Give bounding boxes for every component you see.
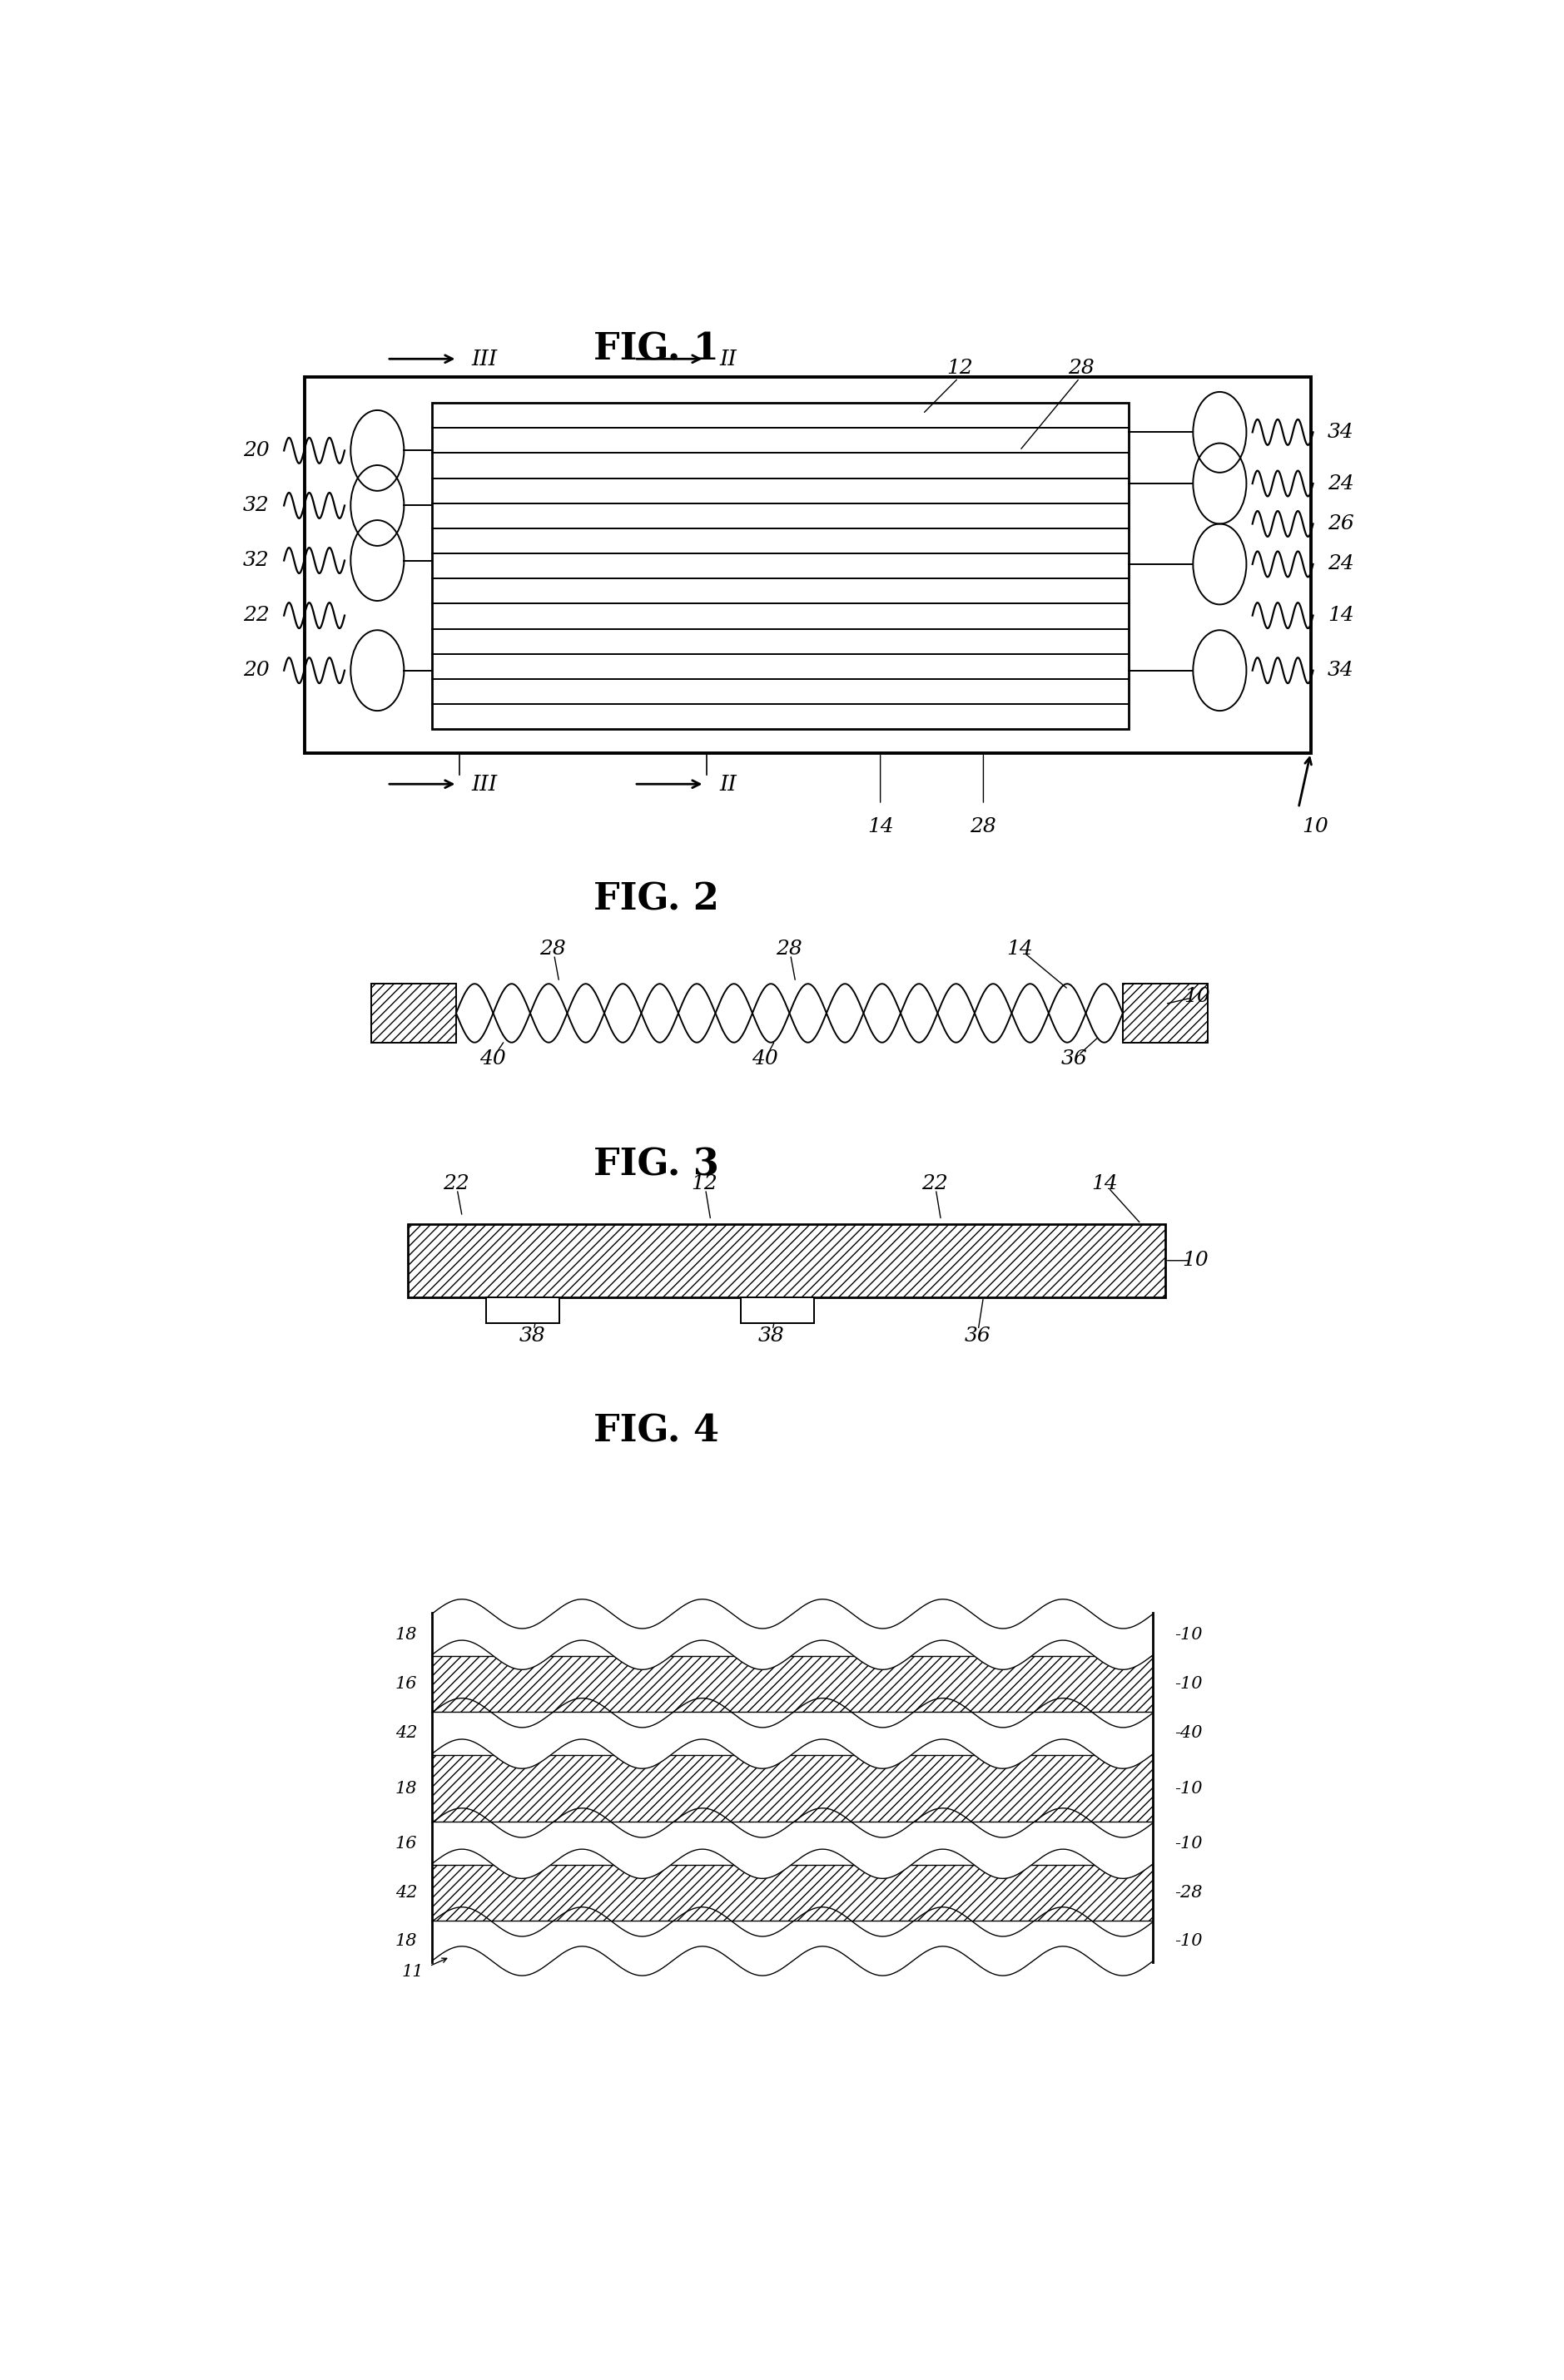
Text: -10: -10: [1175, 1676, 1203, 1692]
Text: 16: 16: [396, 1676, 418, 1692]
Bar: [1123, 983, 1207, 1042]
Polygon shape: [432, 1906, 1153, 1975]
Text: II: II: [719, 347, 737, 369]
Text: 18: 18: [396, 1933, 418, 1949]
Text: 11: 11: [402, 1964, 424, 1980]
Text: -10: -10: [1175, 1835, 1203, 1852]
Text: 32: 32: [242, 495, 269, 514]
Text: 38: 38: [519, 1326, 546, 1345]
Text: 20: 20: [242, 440, 269, 459]
Text: 12: 12: [946, 359, 973, 378]
Text: FIG. 3: FIG. 3: [593, 1147, 719, 1183]
Text: 22: 22: [443, 1173, 469, 1192]
Text: 34: 34: [1328, 424, 1354, 443]
Text: FIG. 4: FIG. 4: [593, 1414, 719, 1449]
Text: 40: 40: [752, 1050, 779, 1069]
Text: 10: 10: [1303, 816, 1328, 835]
Text: II: II: [719, 774, 737, 795]
Text: -28: -28: [1175, 1885, 1203, 1902]
Text: 16: 16: [396, 1835, 418, 1852]
Bar: [432, 402, 1129, 728]
Text: 36: 36: [1060, 1050, 1087, 1069]
Text: 14: 14: [1328, 607, 1354, 626]
Text: 14: 14: [1092, 1173, 1118, 1192]
Text: -10: -10: [1175, 1933, 1203, 1949]
Text: 10: 10: [1184, 988, 1211, 1007]
Text: -10: -10: [1175, 1626, 1203, 1642]
Text: -40: -40: [1175, 1726, 1203, 1742]
Text: III: III: [472, 347, 497, 369]
Bar: [305, 376, 1311, 752]
Text: 22: 22: [242, 607, 269, 626]
Text: 20: 20: [242, 662, 269, 681]
Text: 10: 10: [1182, 1252, 1209, 1271]
Text: -10: -10: [1175, 1780, 1203, 1797]
Text: 34: 34: [1328, 662, 1354, 681]
Text: 28: 28: [540, 940, 566, 959]
Text: 42: 42: [396, 1885, 418, 1902]
Text: 24: 24: [1328, 555, 1354, 574]
Text: 32: 32: [242, 550, 269, 571]
Text: 24: 24: [1328, 474, 1354, 493]
Bar: [432, 1756, 1153, 1821]
Text: 42: 42: [396, 1726, 418, 1742]
Text: FIG. 1: FIG. 1: [593, 331, 719, 367]
Text: 28: 28: [970, 816, 996, 835]
Text: 18: 18: [396, 1780, 418, 1797]
Text: 26: 26: [1328, 514, 1354, 533]
Text: 18: 18: [396, 1626, 418, 1642]
Text: 38: 38: [759, 1326, 785, 1345]
Text: 14: 14: [1007, 940, 1032, 959]
Bar: [486, 1297, 560, 1323]
Text: 28: 28: [1068, 359, 1095, 378]
Polygon shape: [432, 1809, 1153, 1878]
Text: 12: 12: [691, 1173, 718, 1192]
Bar: [432, 1656, 1153, 1711]
Polygon shape: [457, 983, 1123, 1042]
Polygon shape: [432, 1599, 1153, 1671]
Text: III: III: [472, 774, 497, 795]
Bar: [741, 1297, 813, 1323]
Text: 22: 22: [921, 1173, 948, 1192]
Polygon shape: [432, 1699, 1153, 1768]
Text: 36: 36: [963, 1326, 990, 1345]
Bar: [371, 983, 457, 1042]
Text: FIG. 2: FIG. 2: [593, 881, 719, 916]
Text: 28: 28: [776, 940, 802, 959]
Text: 40: 40: [479, 1050, 505, 1069]
Bar: [432, 1866, 1153, 1921]
Bar: [408, 1223, 1165, 1297]
Text: 14: 14: [866, 816, 893, 835]
